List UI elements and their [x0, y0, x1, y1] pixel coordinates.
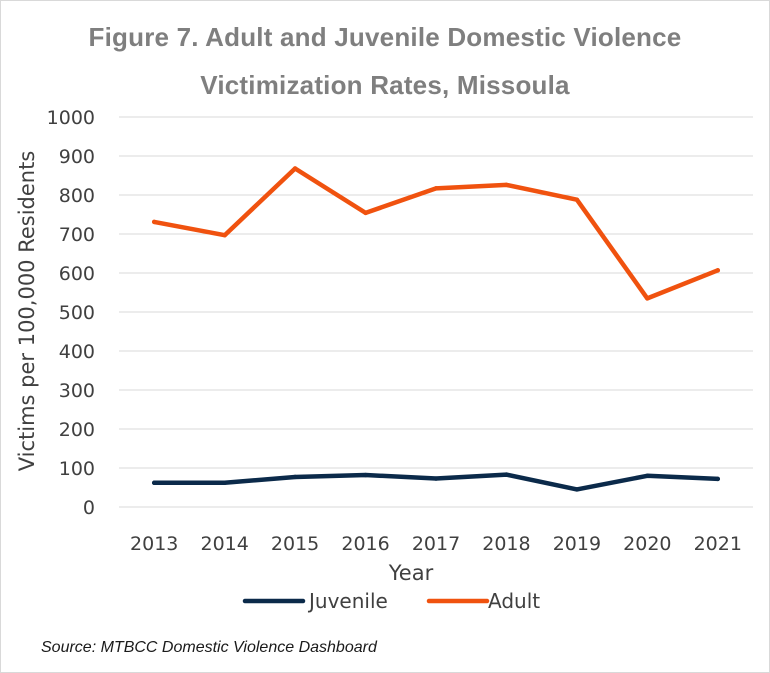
y-tick-label: 0: [83, 497, 95, 519]
x-tick-label: 2020: [623, 533, 671, 555]
chart-title-line-2: Victimization Rates, Missoula: [200, 70, 570, 100]
y-tick-label: 100: [59, 458, 95, 480]
data-point-juvenile: [574, 487, 580, 492]
y-tick-label: 200: [59, 419, 95, 441]
y-tick-label: 800: [59, 185, 95, 207]
data-point-juvenile: [152, 480, 157, 486]
y-tick-label: 600: [59, 263, 95, 285]
x-tick-label: 2018: [482, 533, 530, 555]
gridlines: [119, 116, 753, 508]
data-point-juvenile: [363, 472, 368, 478]
legend-label-juvenile: Juvenile: [307, 589, 388, 613]
chart-title: Figure 7. Adult and Juvenile Domestic Vi…: [1, 13, 769, 109]
y-tick-label: 900: [59, 146, 95, 168]
data-point-juvenile: [504, 472, 509, 477]
y-tick-label: 700: [59, 224, 95, 246]
y-tick-label: 300: [59, 380, 95, 402]
data-point-adult: [152, 219, 157, 225]
data-point-juvenile: [645, 473, 650, 478]
legend-label-adult: Adult: [488, 589, 540, 613]
data-point-juvenile: [715, 476, 720, 482]
x-tick-label: 2021: [694, 533, 742, 555]
x-tick-label: 2019: [553, 533, 601, 555]
chart-title-line-1: Figure 7. Adult and Juvenile Domestic Vi…: [88, 22, 682, 52]
x-tick-label: 2013: [130, 533, 178, 555]
x-tick-label: 2016: [341, 533, 389, 555]
data-point-adult: [645, 296, 650, 301]
y-axis-title: Victims per 100,000 Residents: [15, 151, 39, 472]
data-point-adult: [292, 166, 298, 171]
y-tick-label: 400: [59, 341, 95, 363]
y-axis-ticks: 0 100 200 300 400 500 600 700 800 900 1000: [47, 107, 95, 519]
data-point-adult: [715, 268, 720, 273]
source-note: Source: MTBCC Domestic Violence Dashboar…: [41, 639, 377, 656]
data-point-adult: [574, 197, 580, 202]
data-point-juvenile: [292, 474, 298, 480]
x-tick-label: 2015: [271, 533, 319, 555]
y-tick-label: 500: [59, 302, 95, 324]
series-lines: [151, 166, 721, 492]
data-point-adult: [504, 182, 509, 188]
legend: Juvenile Adult: [242, 589, 540, 613]
data-point-adult: [222, 232, 227, 238]
x-axis-ticks: 2013 2014 2015 2016 2017 2018 2019 2020 2021: [130, 533, 742, 555]
x-tick-label: 2017: [412, 533, 460, 555]
data-point-adult: [433, 186, 439, 191]
x-tick-label: 2014: [200, 533, 248, 555]
data-point-juvenile: [222, 480, 227, 486]
y-tick-label: 1000: [47, 107, 95, 129]
data-point-juvenile: [433, 476, 439, 481]
data-point-adult: [363, 210, 368, 216]
x-axis-title: Year: [388, 561, 434, 585]
